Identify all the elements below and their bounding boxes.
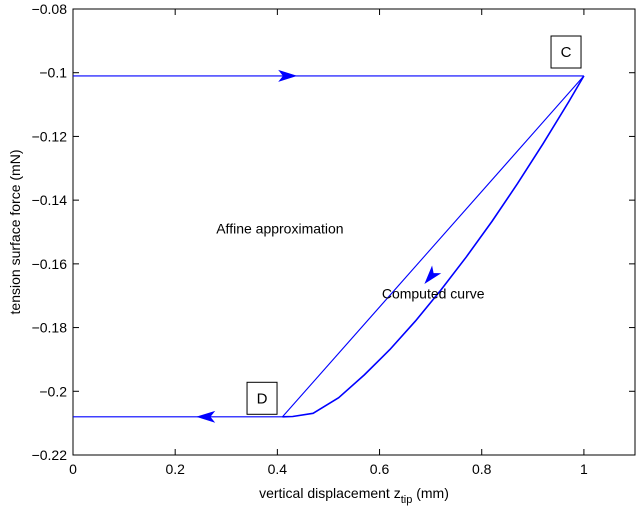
annotation-label: Affine approximation [216,221,343,237]
plot-area [72,8,636,456]
point-label-box [550,35,582,69]
y-tick-label: −0.2 [39,383,67,399]
x-axis-label-subscript: tip [401,494,413,506]
point-label: D [257,390,268,407]
x-tick-label: 1 [580,461,588,477]
x-tick-label: 0.4 [268,461,288,477]
arrow-layer [196,69,442,423]
point-label: C [561,44,572,61]
series-layer [73,75,585,418]
axis-ticks: 0 0.2 0.4 0.6 0.8 1 −0.08 −0.1 −0.12 −0.14 −0.16 −0… [32,1,635,477]
series-line-2 [282,75,585,418]
y-tick-label: −0.16 [32,256,68,272]
y-tick-label: −0.12 [32,128,68,144]
direction-arrow [278,69,298,82]
y-tick-label: −0.1 [39,65,67,81]
x-tick-label: 0 [69,461,77,477]
y-tick-label: −0.14 [32,192,68,208]
y-tick-label: −0.22 [32,447,68,463]
annotation-layer: Affine approximation Computed curve C D [216,35,582,415]
direction-arrow [424,265,442,285]
x-axis-label: vertical displacement ztip (mm) [259,485,449,506]
x-tick-label: 0.6 [370,461,390,477]
x-tick-label: 0.8 [472,461,492,477]
series-line-3 [282,75,585,418]
y-tick-label: −0.18 [32,320,68,336]
annotation-label: Computed curve [382,285,485,301]
x-axis-label-unit: (mm) [412,485,449,501]
x-tick-label: 0.2 [165,461,185,477]
point-label-box [246,381,278,415]
y-axis-label: tension surface force (mN) [7,150,23,315]
y-tick-label: −0.08 [32,1,68,17]
x-axis-label-main: vertical displacement z [259,485,401,501]
direction-arrow [196,410,216,423]
